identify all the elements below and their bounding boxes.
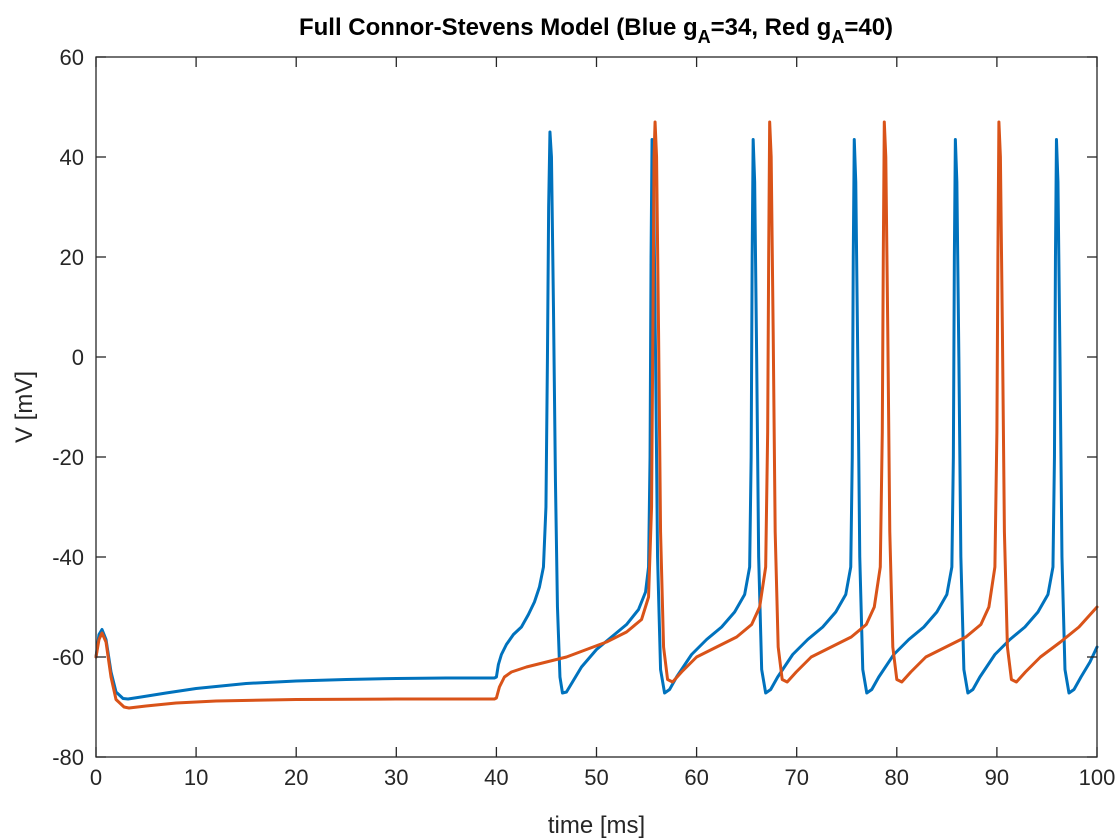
series-line-2 [94,120,1099,710]
y-tick-label: -80 [52,745,84,770]
plot-area [96,57,1097,757]
x-tick-label: 10 [184,765,208,790]
y-axis-label: V [mV] [11,371,38,443]
x-tick-label: 60 [684,765,708,790]
x-axis-label: time [ms] [548,812,645,839]
series-line-1 [94,130,1099,701]
chart-title: Full Connor-Stevens Model (Blue gA=34, R… [299,14,893,47]
y-tick-label: -40 [52,545,84,570]
x-tick-label: 20 [284,765,308,790]
y-tick-label: -20 [52,445,84,470]
y-tick-label: 60 [60,45,84,70]
x-tick-label: 70 [784,765,808,790]
x-tick-label: 30 [384,765,408,790]
x-tick-label: 0 [90,765,102,790]
y-tick-label: 40 [60,145,84,170]
x-tick-label: 100 [1079,765,1116,790]
x-tick-label: 40 [484,765,508,790]
y-tick-label: -60 [52,645,84,670]
x-tick-label: 50 [584,765,608,790]
x-tick-label: 80 [885,765,909,790]
y-tick-label: 20 [60,245,84,270]
y-tick-label: 0 [72,345,84,370]
x-tick-label: 90 [985,765,1009,790]
series-layer [94,120,1099,710]
axes-layer: 0 10 20 30 40 50 60 70 80 90 100 -80 -60 -40 -20 0 20 40 6… [52,45,1115,790]
